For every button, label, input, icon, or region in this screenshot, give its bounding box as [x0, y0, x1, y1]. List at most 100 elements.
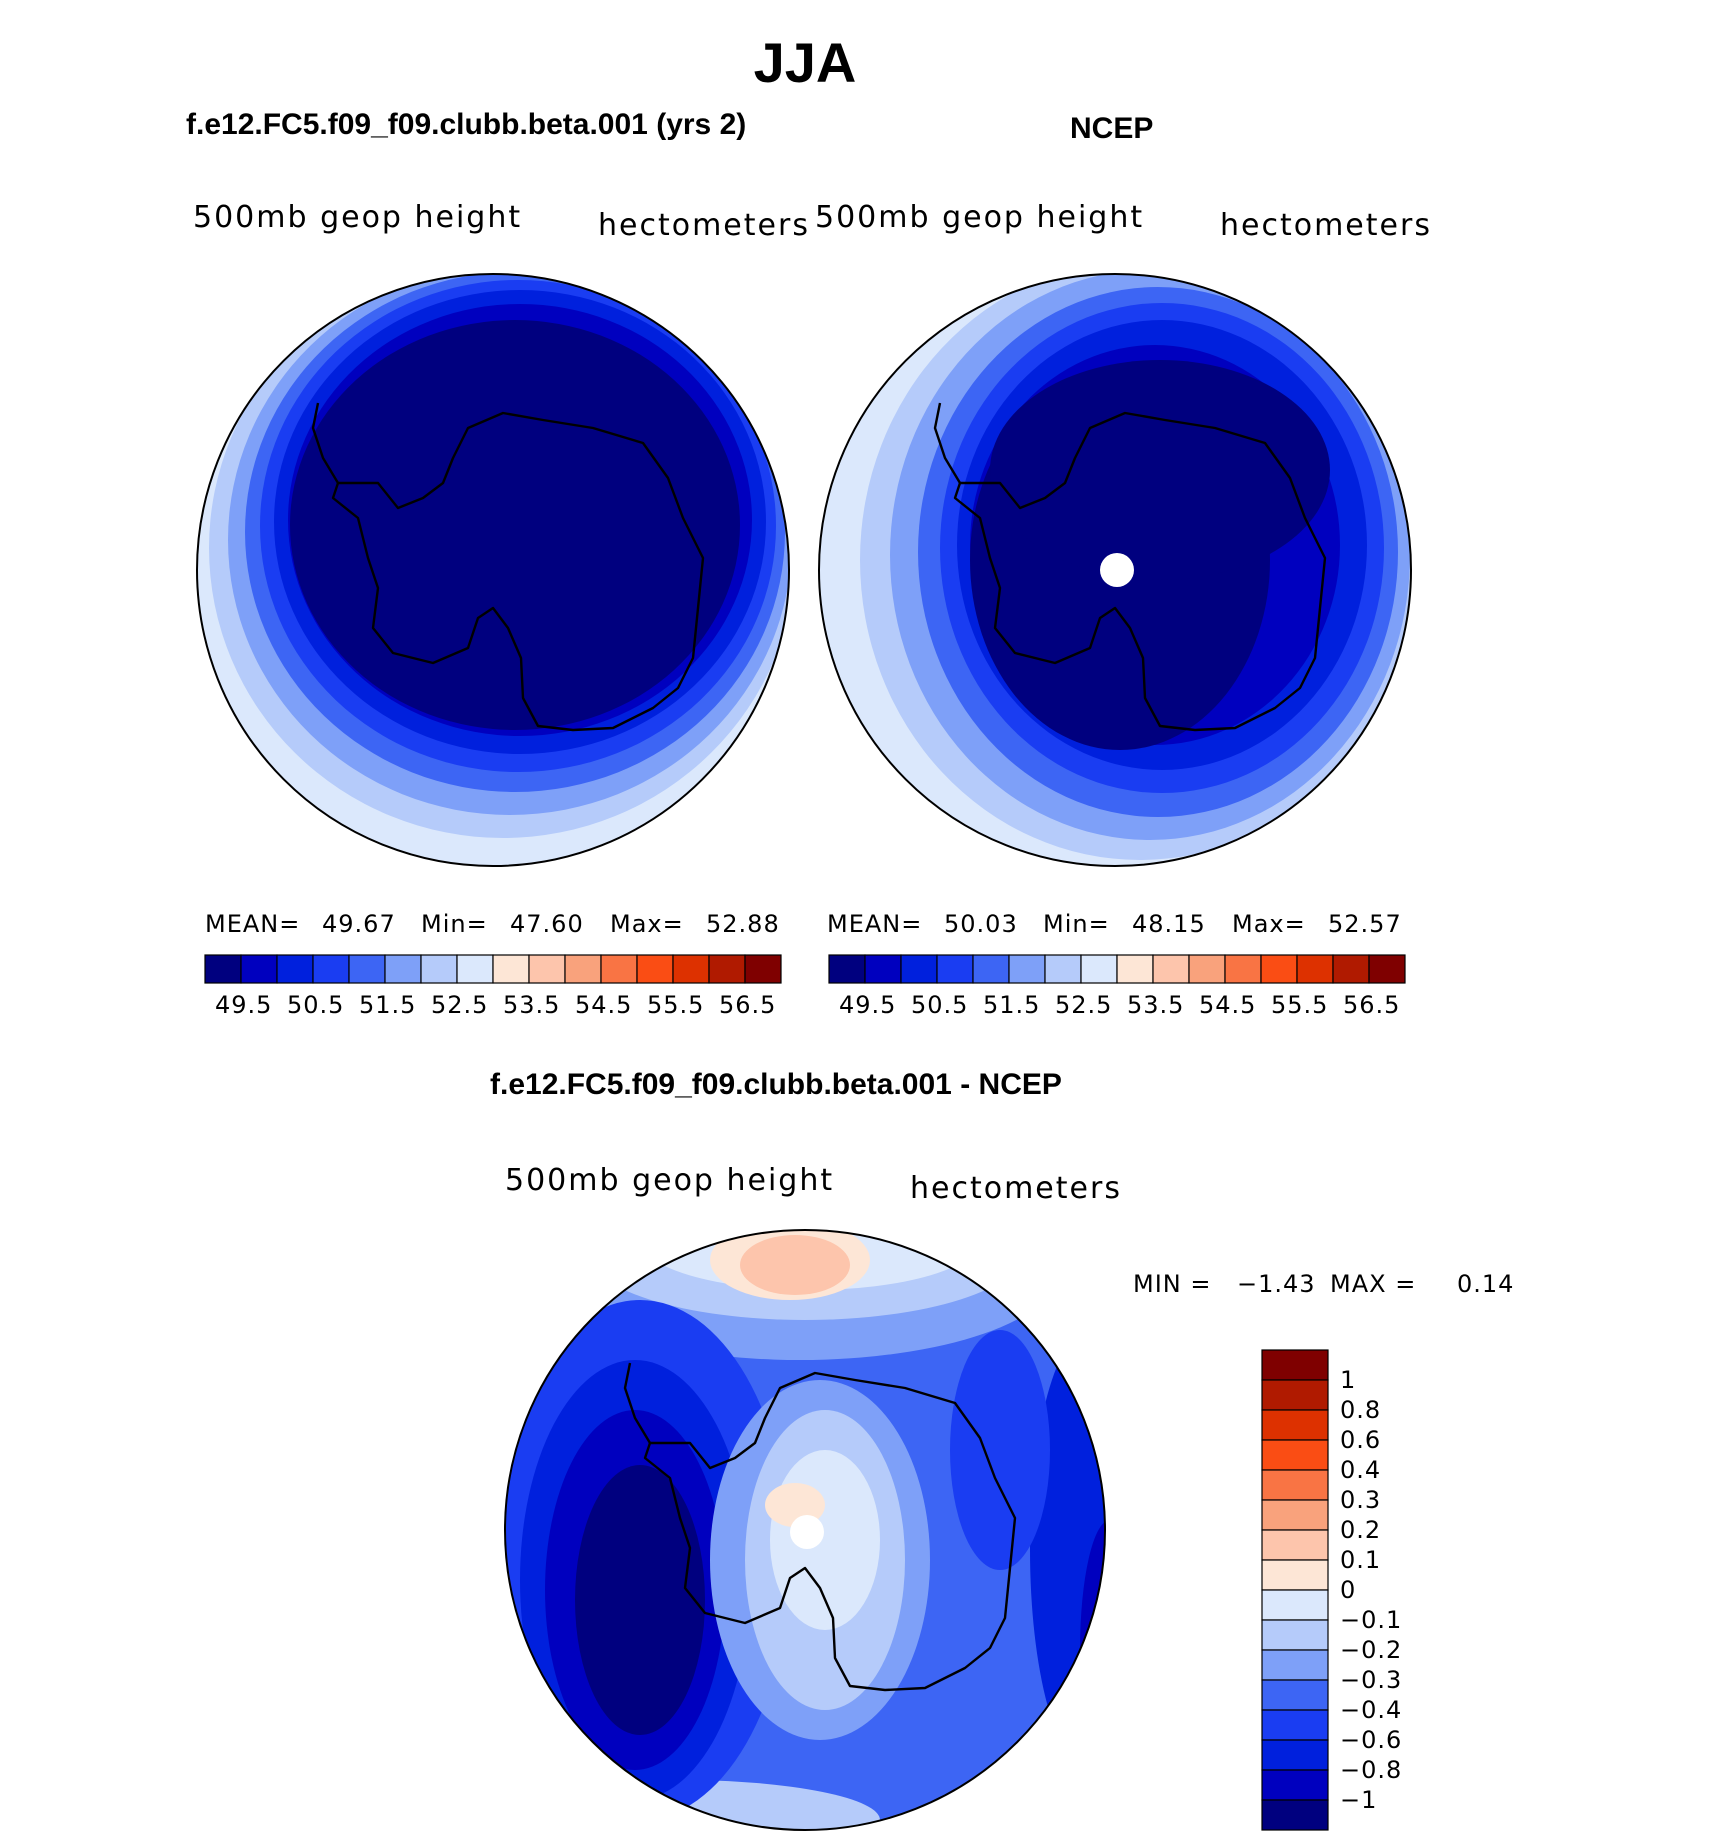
ncep-map	[819, 274, 1411, 866]
colorbar-tick-label: −0.2	[1340, 1636, 1403, 1664]
colorbar-swatch	[1261, 1739, 1329, 1771]
model-mean-label: MEAN=	[205, 910, 301, 938]
colorbar-swatch	[1008, 954, 1046, 984]
ncep-min-value: 48.15	[1132, 910, 1206, 938]
model-min-value: 47.60	[510, 910, 584, 938]
colorbar-tick-label: 53.5	[503, 991, 561, 1019]
colorbar-swatch	[1296, 954, 1334, 984]
model-colorbar	[204, 954, 782, 984]
colorbar-tick-label: 50.5	[911, 991, 969, 1019]
model-map	[197, 274, 789, 866]
colorbar-tick-label: 54.5	[575, 991, 633, 1019]
colorbar-swatch	[936, 954, 974, 984]
colorbar-tick-label: 0.3	[1340, 1486, 1382, 1514]
difference-variable-label: 500mb geop height	[505, 1163, 835, 1198]
colorbar-swatch	[744, 954, 782, 984]
colorbar-swatch	[420, 954, 458, 984]
colorbar-swatch	[600, 954, 638, 984]
colorbar-tick-label: 55.5	[647, 991, 705, 1019]
colorbar-tick-label: −0.4	[1340, 1696, 1403, 1724]
ncep-mean-value: 50.03	[944, 910, 1018, 938]
colorbar-swatch	[1261, 1679, 1329, 1711]
colorbar-swatch	[864, 954, 902, 984]
colorbar-swatch	[1261, 1409, 1329, 1441]
colorbar-tick-label: 54.5	[1199, 991, 1257, 1019]
difference-map	[505, 1230, 1105, 1830]
colorbar-swatch	[276, 954, 314, 984]
colorbar-swatch	[492, 954, 530, 984]
ncep-mean-label: MEAN=	[827, 910, 923, 938]
colorbar-tick-label: −0.3	[1340, 1666, 1403, 1694]
ncep-panel-title: NCEP	[1070, 112, 1154, 145]
colorbar-tick-label: 0	[1340, 1576, 1357, 1604]
main-title: JJA	[753, 31, 857, 94]
colorbar-swatch	[1188, 954, 1226, 984]
difference-min-value: −1.43	[1237, 1270, 1316, 1298]
colorbar-swatch	[1224, 954, 1262, 984]
colorbar-swatch	[1261, 1769, 1329, 1801]
colorbar-tick-label: 51.5	[359, 991, 417, 1019]
colorbar-tick-label: 49.5	[215, 991, 273, 1019]
colorbar-swatch	[1261, 1709, 1329, 1741]
colorbar-swatch	[1261, 1799, 1329, 1831]
colorbar-swatch	[1044, 954, 1082, 984]
difference-max-value: 0.14	[1457, 1270, 1515, 1298]
colorbar-swatch	[384, 954, 422, 984]
colorbar-tick-label: 49.5	[839, 991, 897, 1019]
colorbar-swatch	[240, 954, 278, 984]
colorbar-swatch	[1261, 1649, 1329, 1681]
difference-min-label: MIN =	[1133, 1270, 1212, 1298]
difference-max-label: MAX =	[1330, 1270, 1417, 1298]
colorbar-swatch	[1332, 954, 1370, 984]
ncep-max-label: Max=	[1232, 910, 1306, 938]
model-min-label: Min=	[421, 910, 488, 938]
model-variable-label: 500mb geop height	[193, 200, 523, 235]
colorbar-swatch	[1116, 954, 1154, 984]
colorbar-swatch	[1261, 1439, 1329, 1471]
colorbar-swatch	[900, 954, 938, 984]
colorbar-tick-label: −1	[1340, 1786, 1378, 1814]
colorbar-tick-label: 0.8	[1340, 1396, 1382, 1424]
ncep-units-label: hectometers	[1220, 208, 1432, 243]
ncep-variable-label: 500mb geop height	[815, 200, 1145, 235]
colorbar-swatch	[1261, 1529, 1329, 1561]
colorbar-swatch	[1261, 1589, 1329, 1621]
colorbar-swatch	[348, 954, 386, 984]
colorbar-swatch	[972, 954, 1010, 984]
colorbar-tick-label: 52.5	[431, 991, 489, 1019]
ncep-min-label: Min=	[1043, 910, 1110, 938]
ncep-max-value: 52.57	[1328, 910, 1402, 938]
colorbar-swatch	[312, 954, 350, 984]
colorbar-tick-label: 0.2	[1340, 1516, 1382, 1544]
model-units-label: hectometers	[598, 208, 810, 243]
colorbar-tick-label: −0.6	[1340, 1726, 1403, 1754]
colorbar-swatch	[672, 954, 710, 984]
colorbar-swatch	[1080, 954, 1118, 984]
difference-units-label: hectometers	[910, 1171, 1122, 1206]
colorbar-swatch	[1368, 954, 1406, 984]
colorbar-swatch	[1261, 1469, 1329, 1501]
colorbar-swatch	[828, 954, 866, 984]
colorbar-tick-label: 52.5	[1055, 991, 1113, 1019]
colorbar-tick-label: −0.1	[1340, 1606, 1403, 1634]
colorbar-tick-label: 0.1	[1340, 1546, 1382, 1574]
colorbar-swatch	[708, 954, 746, 984]
colorbar-tick-label: 0.6	[1340, 1426, 1382, 1454]
colorbar-tick-label: 56.5	[719, 991, 777, 1019]
colorbar-swatch	[1261, 1379, 1329, 1411]
model-mean-value: 49.67	[322, 910, 396, 938]
colorbar-tick-label: 50.5	[287, 991, 345, 1019]
colorbar-swatch	[1260, 954, 1298, 984]
colorbar-swatch	[636, 954, 674, 984]
colorbar-swatch	[204, 954, 242, 984]
model-max-value: 52.88	[706, 910, 780, 938]
colorbar-swatch	[1152, 954, 1190, 984]
colorbar-tick-label: 56.5	[1343, 991, 1401, 1019]
colorbar-tick-label: −0.8	[1340, 1756, 1403, 1784]
colorbar-tick-label: 0.4	[1340, 1456, 1382, 1484]
model-panel-title: f.e12.FC5.f09_f09.clubb.beta.001 (yrs 2)	[186, 108, 747, 141]
colorbar-swatch	[1261, 1559, 1329, 1591]
colorbar-swatch	[528, 954, 566, 984]
colorbar-tick-label: 55.5	[1271, 991, 1329, 1019]
